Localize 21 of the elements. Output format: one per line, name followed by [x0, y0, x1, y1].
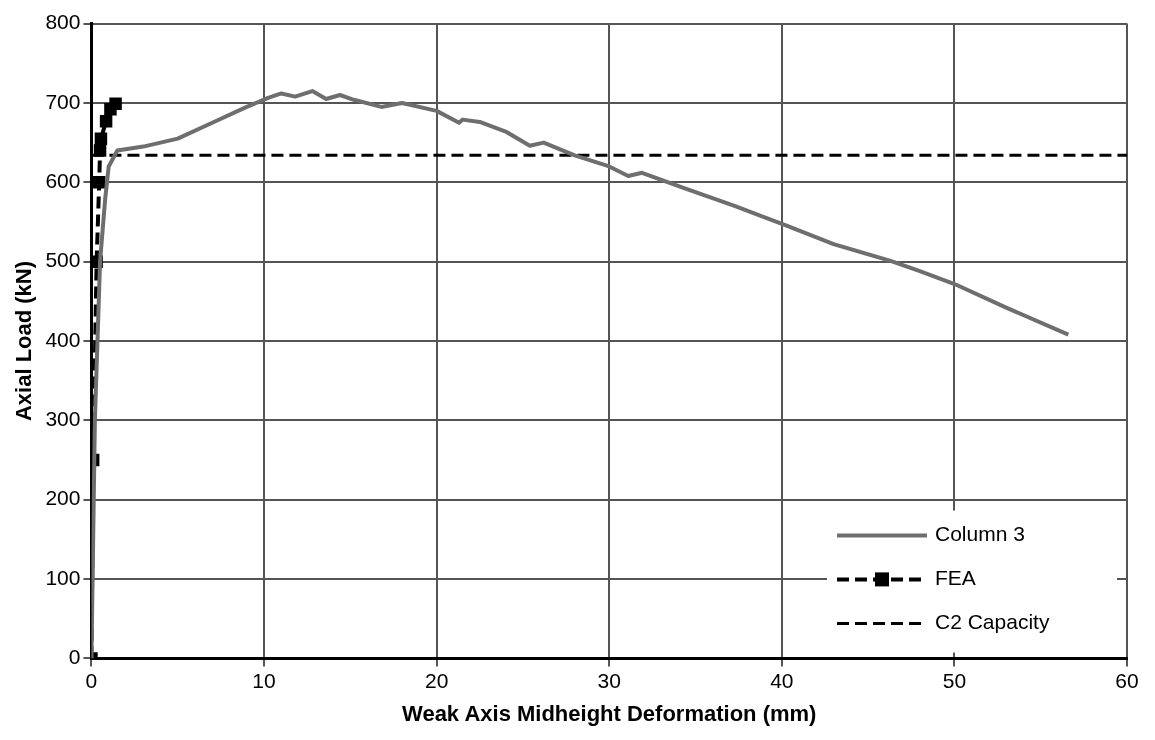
x-tick-label: 0 — [85, 668, 98, 692]
y-tick-label: 300 — [45, 407, 81, 431]
y-tick-label: 600 — [45, 169, 81, 193]
y-tick-label: 400 — [45, 327, 81, 351]
x-tick-label: 20 — [424, 668, 449, 692]
x-axis-title: Weak Axis Midheight Deformation (mm) — [402, 700, 817, 726]
x-tick-label: 60 — [1115, 668, 1139, 692]
legend-label: Column 3 — [935, 522, 1025, 546]
y-tick-label: 100 — [45, 565, 81, 589]
y-tick-label: 800 — [45, 10, 81, 34]
y-axis-title: Axial Load (kN) — [11, 260, 37, 422]
y-tick-label: 500 — [45, 248, 81, 272]
x-tick-label: 10 — [252, 668, 276, 692]
y-tick-label: 200 — [45, 486, 81, 510]
x-tick-label: 50 — [942, 668, 967, 692]
y-tick-label: 700 — [45, 89, 81, 113]
legend-label: FEA — [935, 566, 976, 590]
legend-label: C2 Capacity — [935, 610, 1050, 634]
x-tick-label: 40 — [770, 668, 794, 692]
x-tick-label: 30 — [597, 668, 621, 692]
y-tick-label: 0 — [68, 645, 81, 669]
